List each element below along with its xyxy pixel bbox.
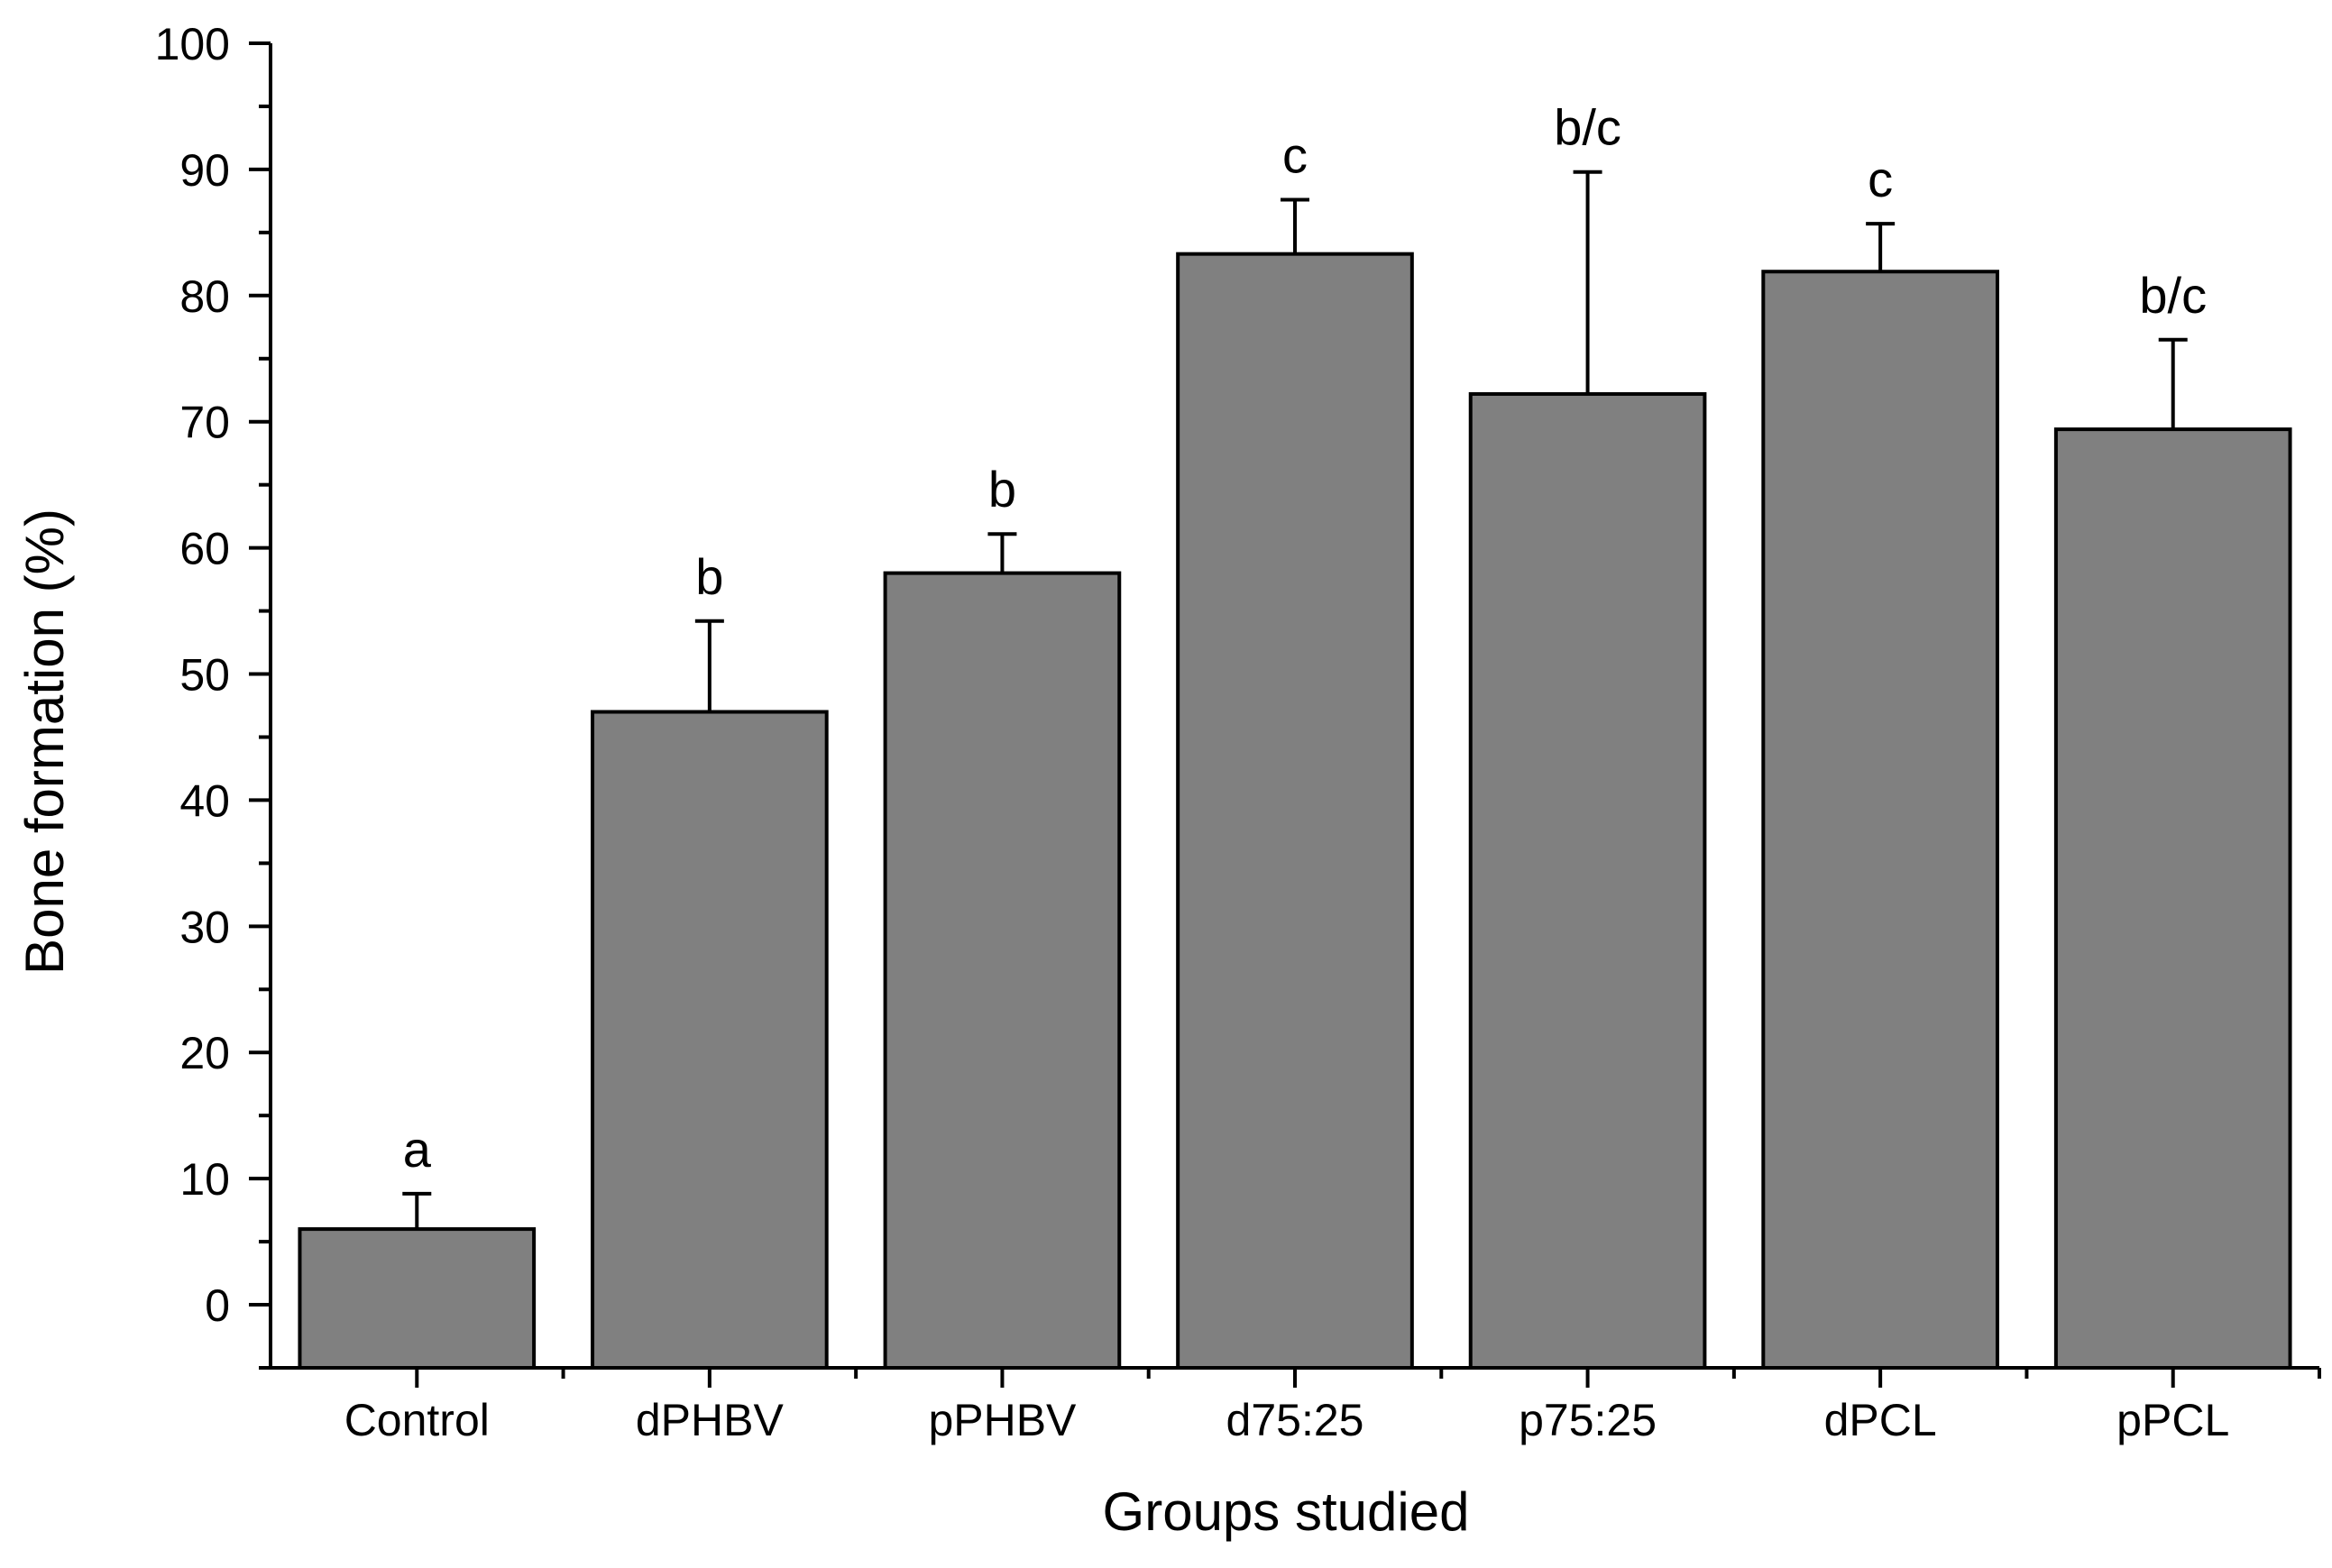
y-tick-label: 60: [179, 524, 230, 574]
bar-Control: [298, 1227, 537, 1370]
y-tick-label: 90: [179, 145, 230, 196]
x-tick-label: p75:25: [1519, 1395, 1657, 1445]
bar-dPHBV: [591, 710, 829, 1370]
y-tick-label: 30: [179, 902, 230, 952]
y-tick-label: 10: [179, 1154, 230, 1205]
y-tick-label: 100: [155, 19, 230, 69]
y-tick-label: 80: [179, 271, 230, 322]
bar-d75:25: [1176, 252, 1414, 1370]
bar-p75:25: [1468, 391, 1707, 1371]
bar-pPCL: [2053, 427, 2292, 1371]
error-bars-layer: [402, 170, 2188, 1230]
x-tick-label: dPHBV: [636, 1395, 785, 1445]
significance-label: c: [1868, 151, 1893, 207]
y-tick-label: 0: [205, 1280, 230, 1331]
y-tick-label: 70: [179, 398, 230, 448]
x-tick-label: pPCL: [2116, 1395, 2229, 1445]
significance-label: c: [1282, 126, 1308, 183]
x-axis-title: Groups studied: [1103, 1481, 1470, 1542]
y-tick-label: 50: [179, 650, 230, 701]
bars-layer: [298, 252, 2292, 1371]
x-tick-label: pPHBV: [928, 1395, 1077, 1445]
significance-labels-layer: a b b c b/c c b/c: [403, 99, 2207, 1178]
significance-label: b/c: [1554, 99, 1621, 156]
bar-dPCL: [1761, 270, 1999, 1370]
bar-pPHBV: [883, 571, 1122, 1370]
y-tick-label: 20: [179, 1028, 230, 1078]
x-ticks-layer: Control dPHBV pPHBV d75:25 p75:25 dPCL pPCL: [344, 1368, 2321, 1445]
x-tick-label: Control: [344, 1395, 490, 1445]
significance-label: a: [403, 1121, 432, 1178]
y-axis-title: Bone formation (%): [14, 509, 75, 975]
y-tick-label: 40: [179, 775, 230, 826]
y-ticks-layer: 0 10 20 30 40 50 60 70 80 90 100: [155, 19, 271, 1370]
significance-label: b: [695, 548, 723, 605]
x-tick-label: d75:25: [1226, 1395, 1364, 1445]
x-tick-label: dPCL: [1824, 1395, 1937, 1445]
significance-label: b/c: [2139, 267, 2207, 324]
significance-label: b: [988, 461, 1016, 518]
